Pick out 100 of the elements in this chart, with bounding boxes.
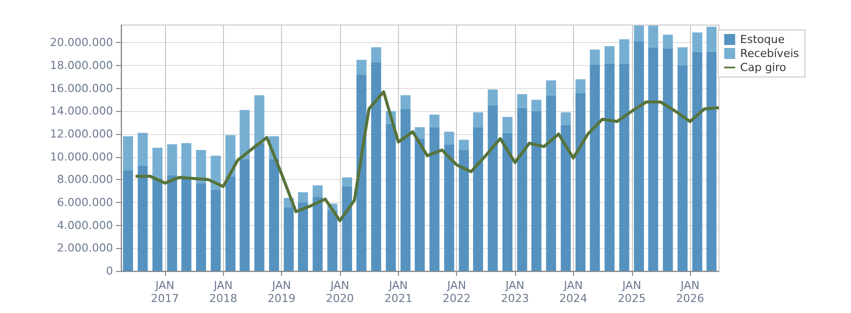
bar bbox=[531, 100, 542, 112]
bar bbox=[678, 47, 688, 66]
bar bbox=[429, 114, 440, 128]
y-tick-label: 0 bbox=[106, 264, 113, 278]
bar bbox=[619, 39, 630, 64]
bar bbox=[517, 94, 528, 108]
x-tick-label: JAN 2023 bbox=[500, 279, 529, 305]
bar bbox=[167, 144, 178, 176]
y-tick-label: 4.000.000 bbox=[57, 218, 113, 232]
bar bbox=[678, 66, 688, 271]
y-tick-label: 2.000.000 bbox=[57, 242, 113, 255]
bar bbox=[604, 46, 615, 64]
bar bbox=[240, 159, 250, 271]
bar bbox=[138, 166, 148, 271]
bar bbox=[648, 47, 658, 271]
bar bbox=[590, 50, 600, 64]
bar bbox=[488, 105, 498, 271]
bar bbox=[152, 178, 162, 271]
bar bbox=[604, 63, 615, 271]
bar bbox=[196, 150, 206, 184]
bar bbox=[414, 138, 425, 271]
bar bbox=[400, 108, 411, 271]
bar bbox=[269, 159, 280, 271]
bar bbox=[196, 183, 206, 271]
bar bbox=[634, 42, 644, 271]
bar bbox=[371, 47, 382, 62]
bar bbox=[444, 132, 454, 144]
bar bbox=[648, 26, 658, 48]
bar bbox=[342, 177, 352, 187]
x-tick-label: JAN 2018 bbox=[209, 279, 238, 305]
bar bbox=[152, 148, 162, 179]
legend-label: Recebíveis bbox=[740, 47, 800, 60]
bar bbox=[590, 64, 600, 271]
y-tick-label: 16.000.000 bbox=[50, 82, 113, 95]
bar bbox=[458, 140, 469, 150]
bar bbox=[225, 135, 236, 176]
bar bbox=[706, 26, 716, 52]
bar bbox=[327, 210, 338, 271]
y-tick-label: 12.000.000 bbox=[50, 128, 113, 141]
line-series bbox=[134, 90, 720, 222]
bar bbox=[473, 112, 484, 128]
bar bbox=[662, 48, 673, 271]
y-tick-label: 18.000.000 bbox=[50, 59, 113, 72]
bar bbox=[546, 80, 556, 96]
legend-label: Cap giro bbox=[740, 61, 786, 74]
bar bbox=[560, 124, 571, 271]
bar bbox=[371, 62, 382, 271]
bar bbox=[167, 175, 178, 271]
bar bbox=[444, 144, 454, 271]
x-tick-label: JAN 2026 bbox=[676, 279, 704, 305]
bar bbox=[356, 74, 366, 271]
bar bbox=[575, 92, 586, 271]
x-tick-label: JAN 2022 bbox=[442, 279, 471, 305]
bar bbox=[312, 185, 323, 197]
x-tick-label: JAN 2020 bbox=[326, 279, 354, 305]
bar bbox=[181, 178, 192, 271]
bar bbox=[210, 190, 221, 271]
bar bbox=[240, 110, 250, 160]
bar bbox=[386, 124, 396, 271]
bar bbox=[400, 95, 411, 109]
bar bbox=[254, 143, 264, 271]
bar bbox=[502, 132, 512, 271]
bar bbox=[210, 156, 221, 190]
legend-label: Estoque bbox=[740, 33, 785, 46]
bar bbox=[123, 136, 134, 171]
bar bbox=[692, 52, 702, 271]
bar bbox=[298, 202, 308, 271]
y-tick-label: 8.000.000 bbox=[57, 173, 113, 186]
bar bbox=[138, 132, 148, 166]
bar bbox=[488, 89, 498, 106]
x-tick-label: JAN 2025 bbox=[618, 279, 646, 305]
bar bbox=[123, 170, 134, 271]
x-tick-label: JAN 2019 bbox=[268, 279, 296, 305]
bar bbox=[706, 52, 716, 271]
x-tick-label: JAN 2024 bbox=[559, 279, 588, 305]
y-tick-label: 6.000.000 bbox=[57, 196, 113, 210]
y-tick-label: 20.000.000 bbox=[50, 36, 113, 50]
bar bbox=[284, 207, 294, 271]
bar bbox=[254, 95, 264, 144]
y-tick-label: 14.000.000 bbox=[50, 104, 113, 118]
bar bbox=[181, 143, 192, 179]
bar bbox=[458, 150, 469, 271]
x-tick-label: JAN 2021 bbox=[384, 279, 412, 305]
bar bbox=[298, 192, 308, 203]
bar bbox=[473, 127, 484, 271]
bar bbox=[634, 26, 644, 42]
bar bbox=[356, 60, 366, 75]
bar bbox=[546, 95, 556, 271]
bar bbox=[619, 63, 630, 271]
bar bbox=[225, 176, 236, 271]
bar bbox=[502, 116, 512, 133]
y-tick-label: 10.000.000 bbox=[50, 150, 113, 164]
bar bbox=[531, 111, 542, 271]
bar bbox=[342, 186, 352, 271]
bar bbox=[312, 196, 323, 271]
x-tick-label: JAN 2017 bbox=[150, 279, 179, 305]
bar bbox=[692, 32, 702, 52]
bar bbox=[575, 79, 586, 93]
bar bbox=[517, 108, 528, 271]
bar bbox=[429, 127, 440, 271]
